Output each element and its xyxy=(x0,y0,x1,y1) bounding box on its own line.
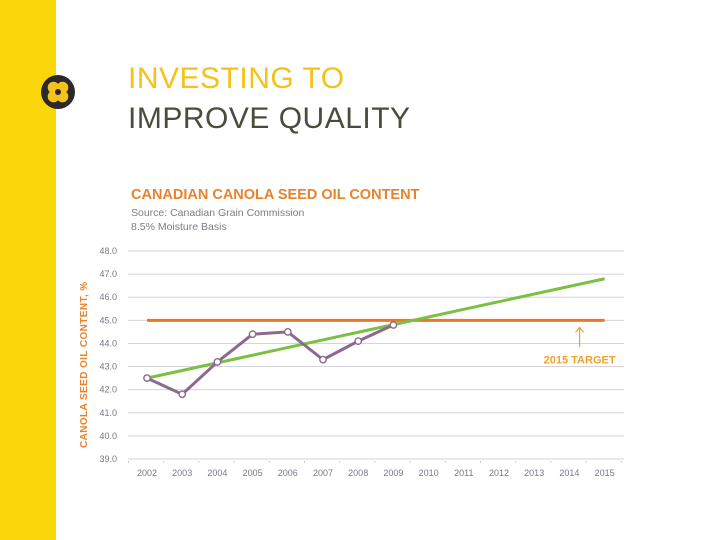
x-tick-label: 2006 xyxy=(278,468,298,478)
slide-title-line2: IMPROVE QUALITY xyxy=(128,102,411,135)
chart-title: CANADIAN CANOLA SEED OIL CONTENT xyxy=(131,187,420,203)
y-axis-label: CANOLA SEED OIL CONTENT, % xyxy=(79,281,90,448)
x-tick-label: 2007 xyxy=(313,468,333,478)
x-tick-labels: 2002 2003 2004 2005 2006 2007 2008 2009 2010 2011… xyxy=(137,468,615,478)
x-tick-label: 2012 xyxy=(489,468,509,478)
y-tick-label: 41.0 xyxy=(99,408,117,418)
x-tick-label: 2003 xyxy=(172,468,192,478)
x-tick-label: 2008 xyxy=(348,468,368,478)
x-tick-label: 2010 xyxy=(419,468,439,478)
x-tick-label: 2005 xyxy=(243,468,263,478)
x-tick-label: 2004 xyxy=(207,468,227,478)
x-tick-label: 2011 xyxy=(454,468,473,478)
y-tick-label: 48.0 xyxy=(99,246,117,256)
y-tick-label: 40.0 xyxy=(99,431,117,441)
x-tick-label: 2013 xyxy=(524,468,544,478)
x-tick-label: 2009 xyxy=(383,468,403,478)
y-tick-label: 43.0 xyxy=(99,362,117,372)
oil-content-point xyxy=(143,374,151,383)
oil-content-point xyxy=(389,321,398,329)
target-annotation: 2015 TARGET xyxy=(544,354,616,366)
y-tick-label: 44.0 xyxy=(99,338,117,348)
y-tick-label: 45.0 xyxy=(99,315,117,325)
canola-flower-icon xyxy=(41,75,75,109)
oil-content-point xyxy=(319,355,327,364)
oil-content-point xyxy=(178,390,187,399)
series-layer: 2015 TARGET xyxy=(143,277,616,399)
slide-title-line1: INVESTING TO xyxy=(128,62,345,95)
oil-content-line xyxy=(146,323,395,396)
oil-content-point xyxy=(213,358,222,366)
y-tick-label: 46.0 xyxy=(99,292,117,302)
y-tick-labels: 48.0 47.0 46.0 45.0 44.0 43.0 42.0 41.0 40.0 39.0 xyxy=(99,246,117,464)
x-tick-label: 2014 xyxy=(559,468,579,478)
x-tick-label: 2015 xyxy=(595,468,615,478)
chart-subtitle-source: Source: Canadian Grain Commission xyxy=(131,207,304,219)
y-tick-label: 47.0 xyxy=(99,269,117,279)
oil-content-point xyxy=(283,327,292,336)
oil-content-point xyxy=(354,337,363,346)
trend-line xyxy=(146,277,605,380)
y-tick-label: 42.0 xyxy=(99,385,117,395)
oil-content-point xyxy=(248,330,257,339)
target-arrow-head xyxy=(575,326,585,333)
x-tick-label: 2002 xyxy=(137,468,157,478)
y-tick-label: 39.0 xyxy=(99,454,117,464)
chart-subtitle-basis: 8.5% Moisture Basis xyxy=(131,221,227,233)
